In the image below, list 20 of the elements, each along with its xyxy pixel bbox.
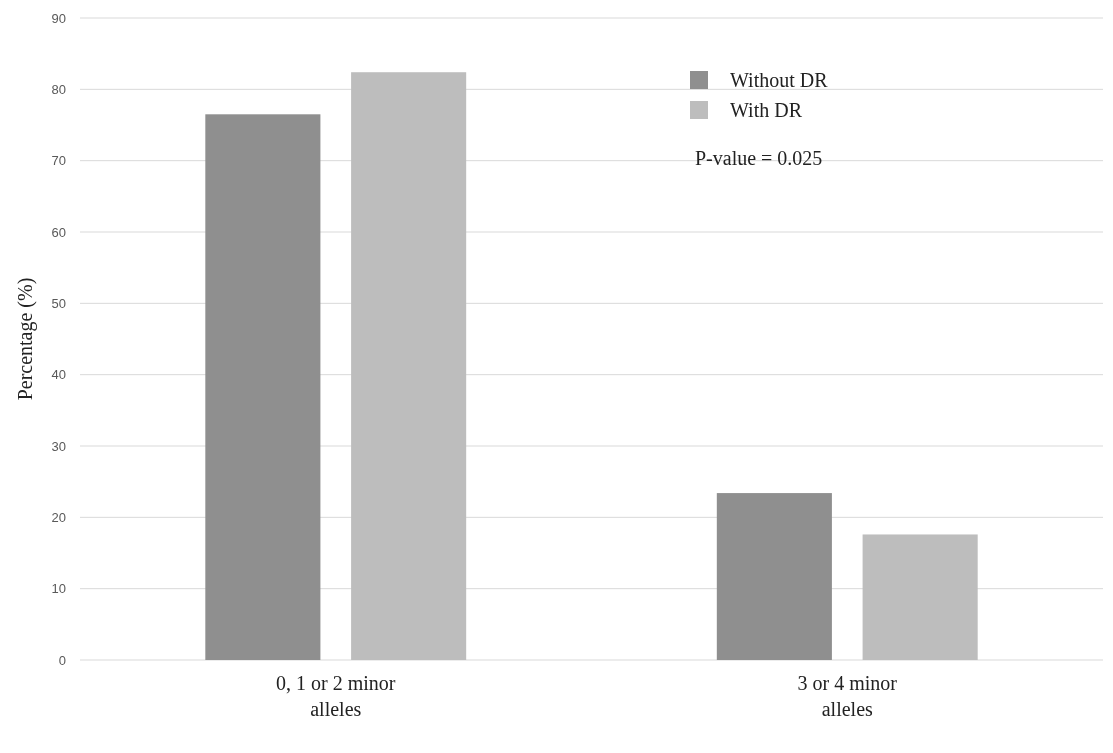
y-tick-label: 20 (51, 509, 66, 525)
bar (351, 72, 467, 660)
legend-label: With DR (730, 99, 803, 121)
y-tick-label: 80 (51, 81, 66, 97)
y-axis-title: Percentage (%) (14, 277, 37, 401)
x-tick-label: 0, 1 or 2 minor alleles (276, 672, 396, 720)
y-tick-label: 70 (51, 153, 66, 169)
y-tick-label: 40 (51, 367, 66, 383)
y-tick-label: 50 (51, 295, 66, 311)
x-tick-label: 3 or 4 minor alleles (797, 672, 898, 720)
y-tick-label: 10 (51, 581, 66, 597)
y-tick-label: 90 (51, 10, 66, 26)
annotation: P-value = 0.025 (695, 147, 823, 169)
y-tick-label: 30 (51, 438, 66, 454)
bar (862, 534, 978, 660)
y-tick-label: 0 (58, 652, 66, 668)
bar (205, 114, 321, 660)
y-tick-label: 60 (51, 224, 66, 240)
bar (716, 493, 832, 660)
legend-label: Without DR (730, 69, 829, 91)
